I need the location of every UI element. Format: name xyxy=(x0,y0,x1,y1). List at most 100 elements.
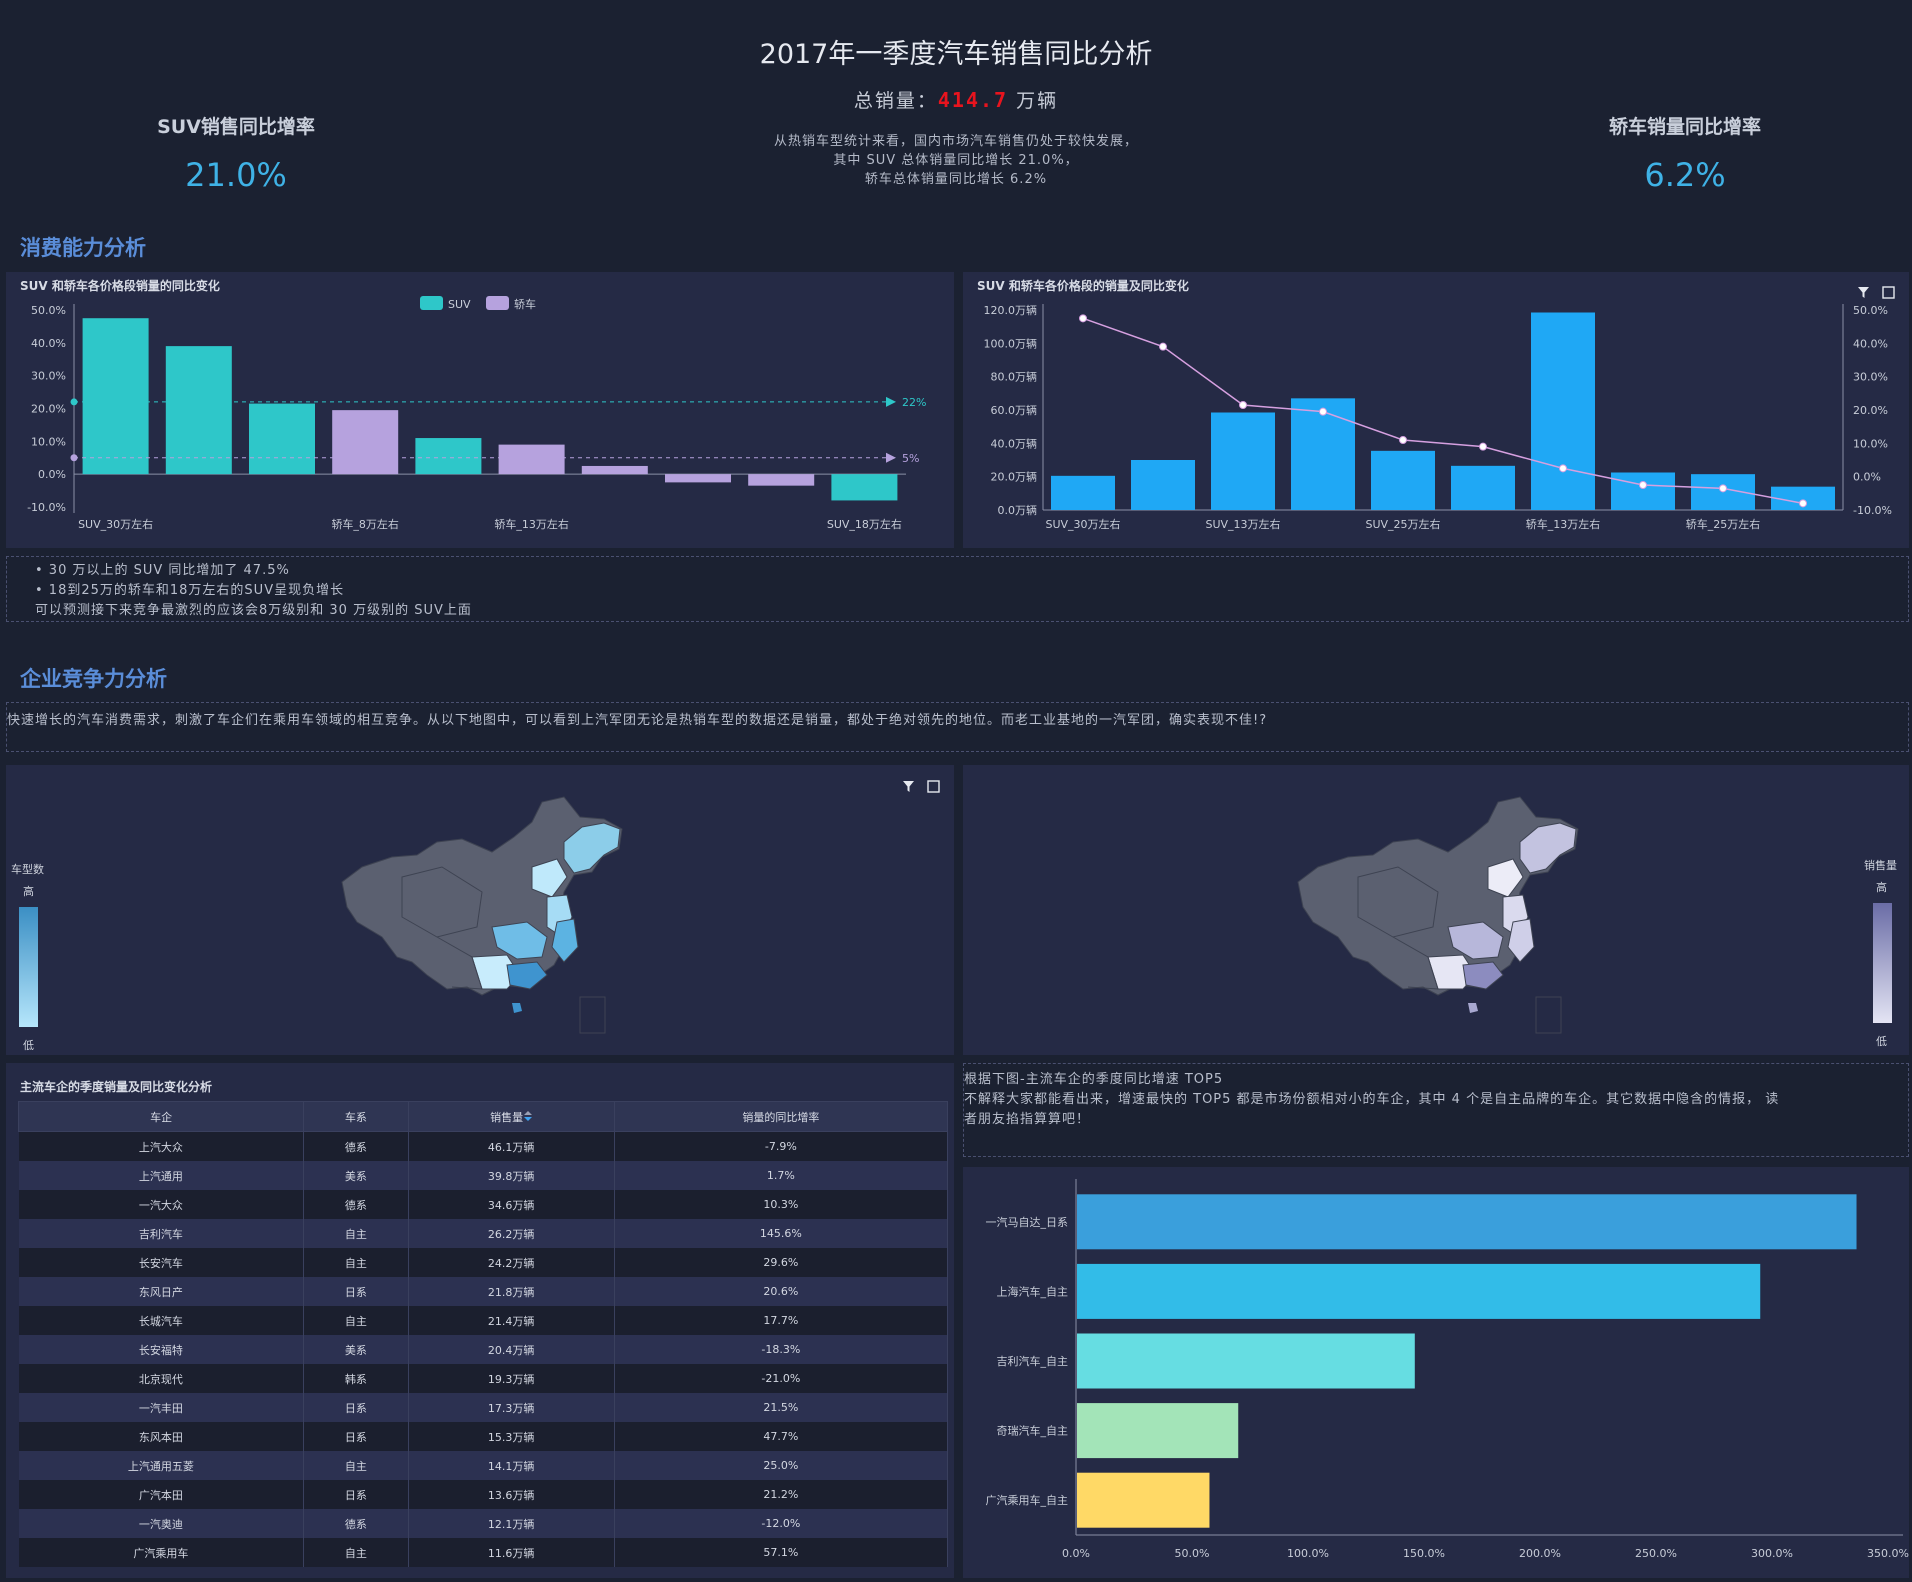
cell-sales: 15.3万辆 xyxy=(408,1422,615,1451)
cell-series: 德系 xyxy=(303,1190,409,1219)
y-tick-label-right: -10.0% xyxy=(1853,504,1892,517)
x-tick-label: 轿车_13万左右 xyxy=(1526,517,1601,531)
cell-company: 长安福特 xyxy=(18,1335,305,1364)
y-tick-label: 吉利汽车_自主 xyxy=(997,1354,1069,1368)
cell-growth: 57.1% xyxy=(614,1538,948,1567)
total-sales-unit: 万辆 xyxy=(1016,90,1059,112)
cell-sales: 19.3万辆 xyxy=(408,1364,615,1393)
column-header-company[interactable]: 车企 xyxy=(18,1101,305,1132)
cell-growth: 1.7% xyxy=(614,1161,948,1190)
table-row[interactable]: 北京现代 韩系 19.3万辆 -21.0% xyxy=(18,1364,948,1393)
cell-sales: 12.1万辆 xyxy=(408,1509,615,1538)
legend-swatch xyxy=(420,296,443,310)
fullscreen-icon[interactable] xyxy=(1882,286,1895,299)
cell-growth: 145.6% xyxy=(614,1219,948,1248)
map-legend-high: 高 xyxy=(1876,881,1887,894)
y-tick-label-right: 50.0% xyxy=(1853,304,1888,317)
x-tick-label: SUV_13万左右 xyxy=(1205,517,1280,531)
fullscreen-icon[interactable] xyxy=(927,780,940,793)
table-row[interactable]: 长安汽车 自主 24.2万辆 29.6% xyxy=(18,1248,948,1277)
filter-icon[interactable] xyxy=(902,780,915,793)
bar-轿车_8万左右 xyxy=(332,410,399,475)
column-header-series[interactable]: 车系 xyxy=(303,1101,409,1132)
table-title: 主流车企的季度销量及同比变化分析 xyxy=(20,1080,213,1094)
column-header-growth[interactable]: 销量的同比增率 xyxy=(613,1101,948,1132)
table-row[interactable]: 一汽大众 德系 34.6万辆 10.3% xyxy=(18,1190,948,1219)
sort-icon[interactable] xyxy=(524,1111,533,1124)
cell-sales: 17.3万辆 xyxy=(408,1393,615,1422)
y-tick-label-left: 60.0万辆 xyxy=(991,403,1038,417)
column-header-sales[interactable]: 销售量 xyxy=(407,1101,615,1132)
cell-sales: 34.6万辆 xyxy=(408,1190,615,1219)
bar-top5 xyxy=(1077,1263,1761,1319)
cell-company: 一汽大众 xyxy=(18,1190,305,1219)
x-tick-label: 350.0% xyxy=(1867,1547,1909,1560)
table-row[interactable]: 上汽通用 美系 39.8万辆 1.7% xyxy=(18,1161,948,1190)
y-tick-label: 一汽马自达_日系 xyxy=(986,1215,1069,1229)
table-row[interactable]: 东风本田 日系 15.3万辆 47.7% xyxy=(18,1422,948,1451)
y-tick-label-right: 30.0% xyxy=(1853,371,1888,384)
total-sales-value: 414.7 xyxy=(937,88,1009,112)
y-tick-label-left: 120.0万辆 xyxy=(984,303,1038,317)
note-line: 者朋友掐指算算吧！ xyxy=(964,1112,1091,1127)
x-tick-label: SUV_25万左右 xyxy=(1365,517,1440,531)
map-sales-volume-panel: 销售量 高 低 xyxy=(963,765,1909,1055)
table-row[interactable]: 上汽大众 德系 46.1万辆 -7.9% xyxy=(18,1131,948,1161)
cell-company: 北京现代 xyxy=(18,1364,305,1393)
cell-growth: 10.3% xyxy=(614,1190,948,1219)
top5-note: 根据下图-主流车企的季度同比增速 TOP5 不解释大家都能看出来，增速最快的 T… xyxy=(963,1063,1909,1157)
map-legend-gradient[interactable] xyxy=(1873,903,1892,1023)
reference-line-arrow xyxy=(886,396,896,407)
cell-series: 自主 xyxy=(303,1219,409,1248)
growth-point xyxy=(1639,481,1647,489)
table-row[interactable]: 上汽通用五菱 自主 14.1万辆 25.0% xyxy=(18,1451,948,1480)
map-legend-gradient[interactable] xyxy=(19,907,38,1027)
bar-sales xyxy=(1211,412,1275,510)
header-desc-line: 从热销车型统计来看，国内市场汽车销售仍处于较快发展， xyxy=(773,134,1138,149)
cell-series: 自主 xyxy=(303,1248,409,1277)
table-row[interactable]: 长城汽车 自主 21.4万辆 17.7% xyxy=(18,1306,948,1335)
x-tick-label: SUV_18万左右 xyxy=(827,517,902,531)
x-tick-label: 200.0% xyxy=(1519,1547,1561,1560)
bar-sales xyxy=(1611,472,1675,510)
table-row[interactable]: 一汽丰田 日系 17.3万辆 21.5% xyxy=(18,1393,948,1422)
table-row[interactable]: 长安福特 美系 20.4万辆 -18.3% xyxy=(18,1335,948,1364)
cell-company: 吉利汽车 xyxy=(18,1219,305,1248)
x-tick-label: 250.0% xyxy=(1635,1547,1677,1560)
table-row[interactable]: 广汽乘用车 自主 11.6万辆 57.1% xyxy=(18,1538,948,1567)
y-tick-label: 40.0% xyxy=(31,337,66,350)
x-tick-label: 轿车_8万左右 xyxy=(331,517,399,531)
cell-company: 广汽乘用车 xyxy=(18,1538,305,1567)
cell-series: 自主 xyxy=(303,1538,409,1567)
chart-price-segment-growth-panel: SUV 和轿车各价格段销量的同比变化 -10.0% 0.0% 10.0% 20.0% 3… xyxy=(6,272,954,548)
y-tick-label-right: 0.0% xyxy=(1853,471,1881,484)
table-row[interactable]: 东风日产 日系 21.8万辆 20.6% xyxy=(18,1277,948,1306)
growth-line xyxy=(1082,317,1804,505)
cell-company: 一汽丰田 xyxy=(18,1393,305,1422)
bar-SUV_30万左右 xyxy=(82,318,149,475)
cell-sales: 11.6万辆 xyxy=(408,1538,615,1567)
table-row[interactable]: 吉利汽车 自主 26.2万辆 145.6% xyxy=(18,1219,948,1248)
bar-轿车_13万左右 xyxy=(498,444,565,475)
bar-top5 xyxy=(1077,1194,1857,1250)
cell-growth: -21.0% xyxy=(614,1364,948,1393)
bar-top5 xyxy=(1077,1333,1415,1389)
map-legend-low: 低 xyxy=(23,1039,34,1052)
filter-icon[interactable] xyxy=(1857,286,1870,299)
top5-growth-chart-panel: 一汽马自达_日系 上海汽车_自主 吉利汽车_自主 奇瑞汽车_自主 广汽乘用车_自主 0.0… xyxy=(963,1167,1909,1578)
growth-point xyxy=(1719,484,1727,493)
cell-sales: 24.2万辆 xyxy=(408,1248,615,1277)
table-row[interactable]: 一汽奥迪 德系 12.1万辆 -12.0% xyxy=(18,1509,948,1538)
note-line: • 18到25万的轿车和18万左右的SUV呈现负增长 xyxy=(35,583,345,598)
table-row[interactable]: 广汽本田 日系 13.6万辆 21.2% xyxy=(18,1480,948,1509)
bar-轿车_25万左右 xyxy=(665,474,731,483)
bar-轿车_30万左右 xyxy=(748,474,815,486)
chart2-title: SUV 和轿车各价格段的销量及同比变化 xyxy=(977,279,1189,293)
header-desc-line: 轿车总体销量同比增长 6.2% xyxy=(864,172,1048,187)
company-sales-table[interactable]: 车企 车系 销售量 销量的同比增率 上汽大众 德系 46.1万辆 -7.9% 上汽通用美… xyxy=(18,1101,948,1574)
y-tick-label-left: 0.0万辆 xyxy=(998,503,1038,517)
y-tick-label: 上海汽车_自主 xyxy=(997,1284,1069,1298)
cell-growth: 20.6% xyxy=(614,1277,948,1306)
y-tick-label: 10.0% xyxy=(31,435,66,448)
